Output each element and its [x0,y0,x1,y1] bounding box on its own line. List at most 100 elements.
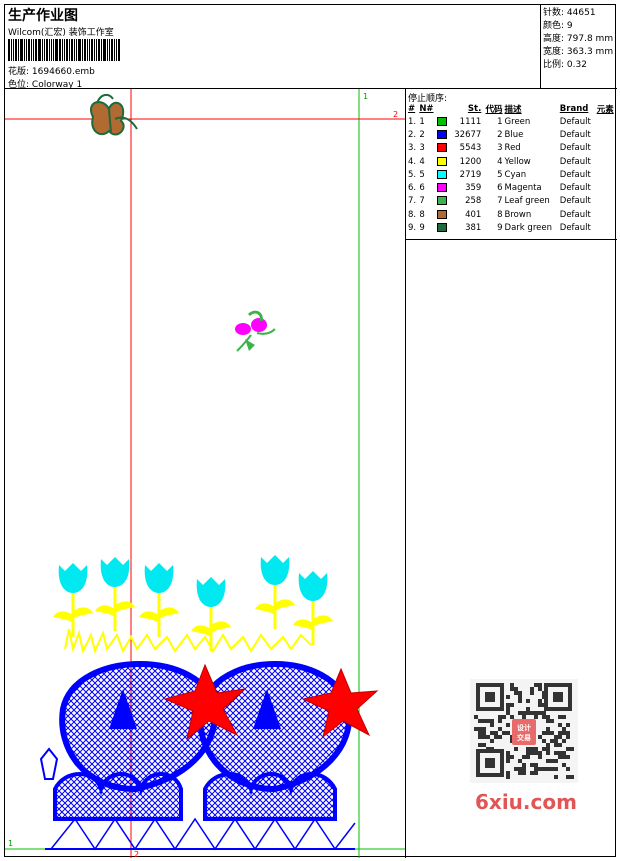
tulip-row [53,555,333,651]
color-row: 6. 6 359 6 Magenta Default [407,181,617,194]
color-row-brand: Default [559,156,591,167]
col-n: N# [419,103,434,114]
color-table-header: # N# St. 代码 描述 Brand 元素 [407,102,617,115]
color-row-element [596,208,617,221]
color-table: # N# St. 代码 描述 Brand 元素 1. 1 1111 1 Green Def… [407,102,617,235]
color-row-n: 4 [419,156,425,167]
color-row-stitches: 5543 [459,143,482,154]
color-row: 4. 4 1200 4 Yellow Default [407,155,617,168]
color-row-code: 7 [497,196,503,207]
color-row-swatch [436,181,449,194]
color-row-swatch [436,168,449,181]
color-row-element [596,181,617,194]
header-info: 生产作业图 Wilcom(汇宏) 装饰工作室 花版: 1694660.emb 色… [5,5,541,90]
color-row-stitches: 359 [465,183,482,194]
color-swatch [437,156,448,166]
color-row-idx: 9. [408,223,417,234]
col-code: 代码 [485,104,503,115]
tulip [293,571,333,645]
pattern-label: 花版: [8,67,30,77]
tulip [53,563,93,637]
color-row-stitches: 1111 [459,116,482,127]
pattern-value: 1694660.emb [31,67,95,77]
color-row-element [596,155,617,168]
color-stop-panel: 停止顺序: # N# St. 代码 描述 Brand 元素 1. 1 1111 1 Gr… [406,89,617,858]
stop-sequence-title: 停止顺序: [408,94,448,104]
colorway-value: Colorway 1 [31,80,83,90]
butterfly-top [90,93,138,136]
color-row-brand: Default [559,143,591,154]
colorway-label: 色位: [8,80,30,90]
color-row-n: 5 [419,169,425,180]
color-row-n: 7 [419,196,425,207]
tulip [255,555,295,629]
color-row: 9. 9 381 9 Dark green Default [407,221,617,234]
color-swatch [437,143,448,153]
color-row-stitches: 32677 [454,129,482,140]
color-row-desc: Red [504,143,521,154]
color-row-n: 3 [419,143,425,154]
panel-divider [406,239,617,240]
col-index: # [408,103,416,114]
color-row-swatch [436,221,449,234]
stat-colors-label: 颜色: [543,21,565,31]
color-row-idx: 2. [408,129,417,140]
color-row-code: 3 [497,143,503,154]
stat-colors-value: 9 [566,21,573,31]
stat-width-label: 宽度: [543,47,565,57]
color-row-stitches: 1200 [459,156,482,167]
color-row-code: 9 [497,223,503,234]
stat-colors: 颜色: 9 [543,20,617,33]
color-row-desc: Green [504,116,531,127]
embroidery-drawing: 1 2 1 2 [5,89,405,858]
stat-height-label: 高度: [543,34,565,44]
color-row-idx: 3. [408,143,417,154]
col-brand: Brand [559,103,589,114]
color-row-desc: Cyan [504,169,527,180]
color-row-brand: Default [559,183,591,194]
color-row-idx: 1. [408,116,417,127]
stat-width-value: 363.3 mm [566,47,614,57]
color-swatch [437,209,448,219]
stat-width: 宽度: 363.3 mm [543,46,617,59]
red-lily-center [163,663,247,741]
color-row-desc: Dark green [504,223,552,234]
color-row-idx: 5. [408,169,417,180]
tulip [191,577,231,651]
color-swatch [437,116,448,126]
color-row: 3. 3 5543 3 Red Default [407,142,617,155]
color-row-stitches: 2719 [459,169,482,180]
color-row: 1. 1 1111 1 Green Default [407,115,617,128]
barcode [8,39,144,61]
color-row-code: 6 [497,183,503,194]
color-row-idx: 8. [408,209,417,220]
qr-badge-line1: 设计 [517,723,531,732]
color-row-n: 9 [419,223,425,234]
color-row-brand: Default [559,209,591,220]
color-row-brand: Default [559,223,591,234]
color-row-element [596,221,617,234]
color-row-code: 1 [497,116,503,127]
color-row-desc: Leaf green [504,196,550,207]
red-lily-right [301,667,379,739]
color-row-brand: Default [559,169,591,180]
guide-label-v-green: 1 [363,92,368,101]
color-row-desc: Yellow [504,156,531,167]
color-row-stitches: 401 [465,209,482,220]
color-row-code: 8 [497,209,503,220]
qr-code-watermark: 设计 交易 [470,679,578,783]
color-row-code: 5 [497,169,503,180]
color-row-n: 6 [419,183,425,194]
stat-scale-value: 0.32 [566,60,587,70]
color-row-n: 2 [419,129,425,140]
color-swatch [437,183,448,193]
color-row-swatch [436,195,449,208]
color-row-code: 2 [497,129,503,140]
watermark-text: 6xiu.com [475,790,577,814]
color-row-idx: 6. [408,183,417,194]
color-row-brand: Default [559,129,591,140]
pattern-line: 花版: 1694660.emb [8,64,95,77]
color-row-element [596,168,617,181]
color-row-element [596,195,617,208]
stat-height: 高度: 797.8 mm [543,33,617,46]
